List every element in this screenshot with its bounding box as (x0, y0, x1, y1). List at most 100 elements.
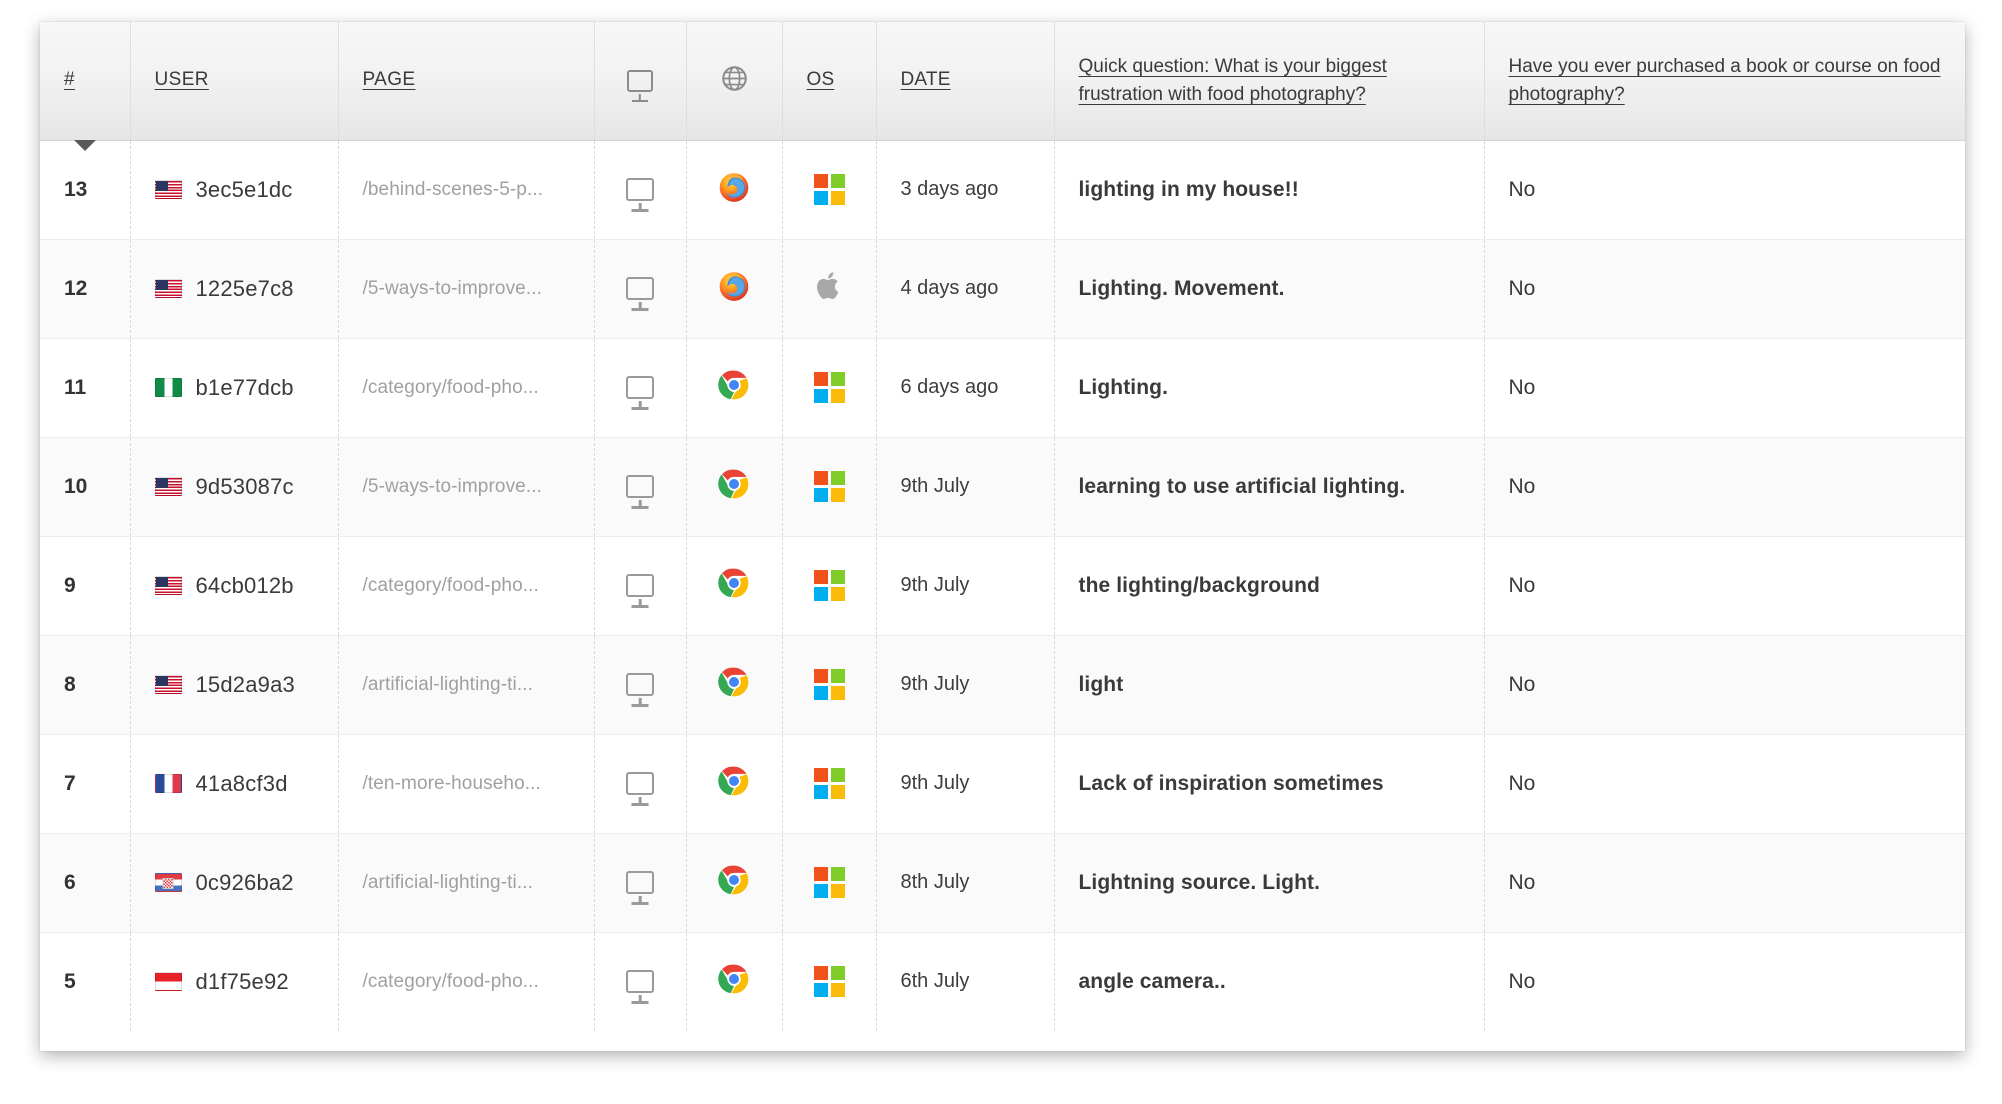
cell-device (594, 338, 687, 437)
column-header-device[interactable] (594, 22, 687, 141)
date-value: 8th July (900, 871, 970, 893)
cell-browser (686, 437, 783, 536)
cell-os (782, 833, 877, 932)
column-header-date-label: DATE (900, 69, 951, 91)
windows-icon (813, 570, 845, 601)
cell-date: 9th July (876, 635, 1055, 734)
cell-os (782, 140, 877, 239)
cell-user: 9d53087c (130, 437, 339, 536)
cell-device (594, 437, 687, 536)
column-header-purchased-label: Have you ever purchased a book or course… (1508, 55, 1941, 105)
cell-date: 9th July (876, 437, 1055, 536)
column-header-user[interactable]: USER (130, 22, 339, 141)
cell-os (782, 536, 877, 635)
cell-page[interactable]: /category/food-pho... (338, 932, 595, 1031)
answer-text: learning to use artificial lighting. (1078, 474, 1406, 498)
column-header-os-label: OS (806, 69, 835, 91)
windows-icon (813, 669, 845, 700)
user-id: 9d53087c (195, 473, 294, 499)
flag-icon-us (154, 180, 182, 199)
answer-text: the lighting/background (1078, 573, 1320, 597)
column-header-question[interactable]: Quick question: What is your biggest fru… (1054, 22, 1485, 141)
cell-os (782, 338, 877, 437)
cell-page[interactable]: /behind-scenes-5-p... (338, 140, 595, 239)
column-header-page[interactable]: PAGE (338, 22, 595, 141)
cell-date: 3 days ago (876, 140, 1055, 239)
page-path: /5-ways-to-improve... (362, 278, 542, 299)
cell-device (594, 635, 687, 734)
cell-purchased: No (1484, 239, 1965, 338)
desktop-icon (626, 871, 654, 895)
cell-page[interactable]: /artificial-lighting-ti... (338, 833, 595, 932)
table-row[interactable]: 11 b1e77dcb/category/food-pho... 6 days ag… (40, 338, 1965, 437)
flag-icon-us (154, 675, 182, 694)
row-number: 7 (64, 771, 76, 795)
user-id: d1f75e92 (195, 968, 289, 994)
desktop-icon (626, 376, 654, 400)
column-header-date[interactable]: DATE (876, 22, 1055, 141)
header-row: # USER PAGE (40, 22, 1965, 151)
table-row[interactable]: 9 64cb012b/category/food-pho... 9th July th… (40, 536, 1965, 635)
page-path: /ten-more-househo... (362, 773, 541, 794)
date-value: 9th July (900, 772, 970, 794)
chrome-icon (717, 863, 751, 903)
desktop-icon (626, 772, 654, 796)
table-row[interactable]: 13 3ec5e1dc/behind-scenes-5-p... 3 days ag… (40, 140, 1965, 239)
column-header-os[interactable]: OS (782, 22, 877, 141)
date-value: 9th July (900, 475, 970, 497)
row-number: 13 (64, 177, 88, 201)
windows-icon (813, 471, 845, 502)
cell-date: 9th July (876, 536, 1055, 635)
table-row[interactable]: 7 41a8cf3d/ten-more-househo... 9th July Lac… (40, 734, 1965, 833)
cell-date: 9th July (876, 734, 1055, 833)
cell-purchased: No (1484, 140, 1965, 239)
flag-icon-id (154, 972, 182, 992)
cell-num: 13 (40, 140, 131, 239)
apple-icon (815, 270, 843, 308)
cell-page[interactable]: /category/food-pho... (338, 536, 595, 635)
column-header-purchased[interactable]: Have you ever purchased a book or course… (1484, 22, 1965, 141)
row-number: 12 (64, 276, 88, 300)
table-row[interactable]: 12 1225e7c8/5-ways-to-improve... 4 days ag… (40, 239, 1965, 338)
table-row[interactable]: 8 15d2a9a3/artificial-lighting-ti... 9th J… (40, 635, 1965, 734)
cell-answer: Lightning source. Light. (1054, 833, 1485, 932)
cell-num: 9 (40, 536, 131, 635)
cell-user: 3ec5e1dc (130, 140, 339, 239)
column-header-num-label: # (64, 69, 75, 91)
flag-icon-us (154, 477, 182, 496)
column-header-user-label: USER (154, 69, 209, 91)
cell-page[interactable]: /5-ways-to-improve... (338, 437, 595, 536)
answer-text: lighting in my house!! (1078, 177, 1299, 201)
column-header-num[interactable]: # (40, 22, 131, 151)
flag-icon-us (154, 576, 182, 595)
row-number: 6 (64, 870, 76, 894)
desktop-icon (626, 178, 654, 202)
table-row[interactable]: 6 0c926ba2/artificial-lighting-ti... 8th J… (40, 833, 1965, 932)
cell-answer: Lighting. (1054, 338, 1485, 437)
table-row[interactable]: 5 d1f75e92/category/food-pho... 6th July an… (40, 932, 1965, 1031)
user-id: 3ec5e1dc (195, 176, 293, 202)
cell-purchased: No (1484, 437, 1965, 536)
purchased-value: No (1508, 870, 1536, 894)
user-id: 0c926ba2 (195, 869, 294, 895)
cell-purchased: No (1484, 932, 1965, 1031)
cell-page[interactable]: /artificial-lighting-ti... (338, 635, 595, 734)
cell-page[interactable]: /5-ways-to-improve... (338, 239, 595, 338)
firefox-icon (717, 170, 751, 210)
date-value: 6th July (900, 970, 970, 993)
cell-num: 6 (40, 833, 131, 932)
cell-device (594, 734, 687, 833)
table-row[interactable]: 10 9d53087c/5-ways-to-improve... 9th July l… (40, 437, 1965, 536)
windows-icon (813, 372, 845, 403)
cell-page[interactable]: /ten-more-househo... (338, 734, 595, 833)
cell-date: 4 days ago (876, 239, 1055, 338)
cell-num: 10 (40, 437, 131, 536)
cell-num: 12 (40, 239, 131, 338)
page-path: /category/food-pho... (362, 377, 539, 398)
answer-text: Lighting. (1078, 375, 1169, 399)
cell-page[interactable]: /category/food-pho... (338, 338, 595, 437)
column-header-browser[interactable] (686, 22, 783, 141)
cell-num: 8 (40, 635, 131, 734)
purchased-value: No (1508, 177, 1536, 201)
cell-user: 1225e7c8 (130, 239, 339, 338)
